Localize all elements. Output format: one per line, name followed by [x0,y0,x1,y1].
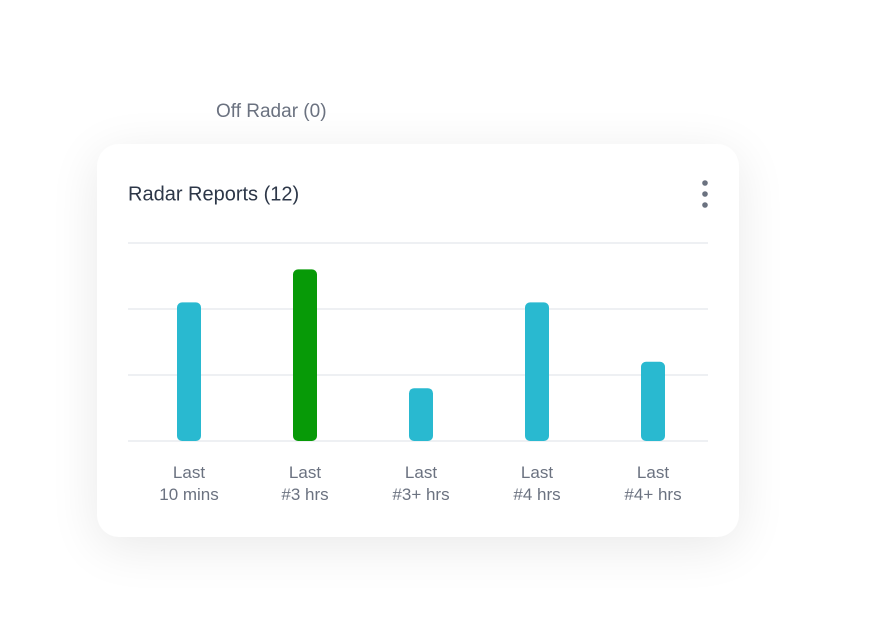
menu-button[interactable] [702,180,708,208]
tab-label[interactable]: Off Radar (0) [216,101,327,122]
x-tick-label: Last #3 hrs [281,463,329,504]
bar [177,302,201,441]
bar [409,388,433,441]
chart-title: Radar Reports (12) [128,183,299,205]
x-tick-label: Last #4 hrs [513,463,561,504]
card [97,144,739,537]
bar [525,302,549,441]
x-tick-label: Last #4+ hrs [624,463,682,504]
bar [641,361,665,441]
menu-dot [702,191,708,197]
x-tick-label: Last 10 mins [159,463,219,504]
menu-dot [702,180,708,186]
menu-dot [702,202,708,208]
x-tick-label: Last #3+ hrs [392,463,450,504]
bar [293,269,317,441]
